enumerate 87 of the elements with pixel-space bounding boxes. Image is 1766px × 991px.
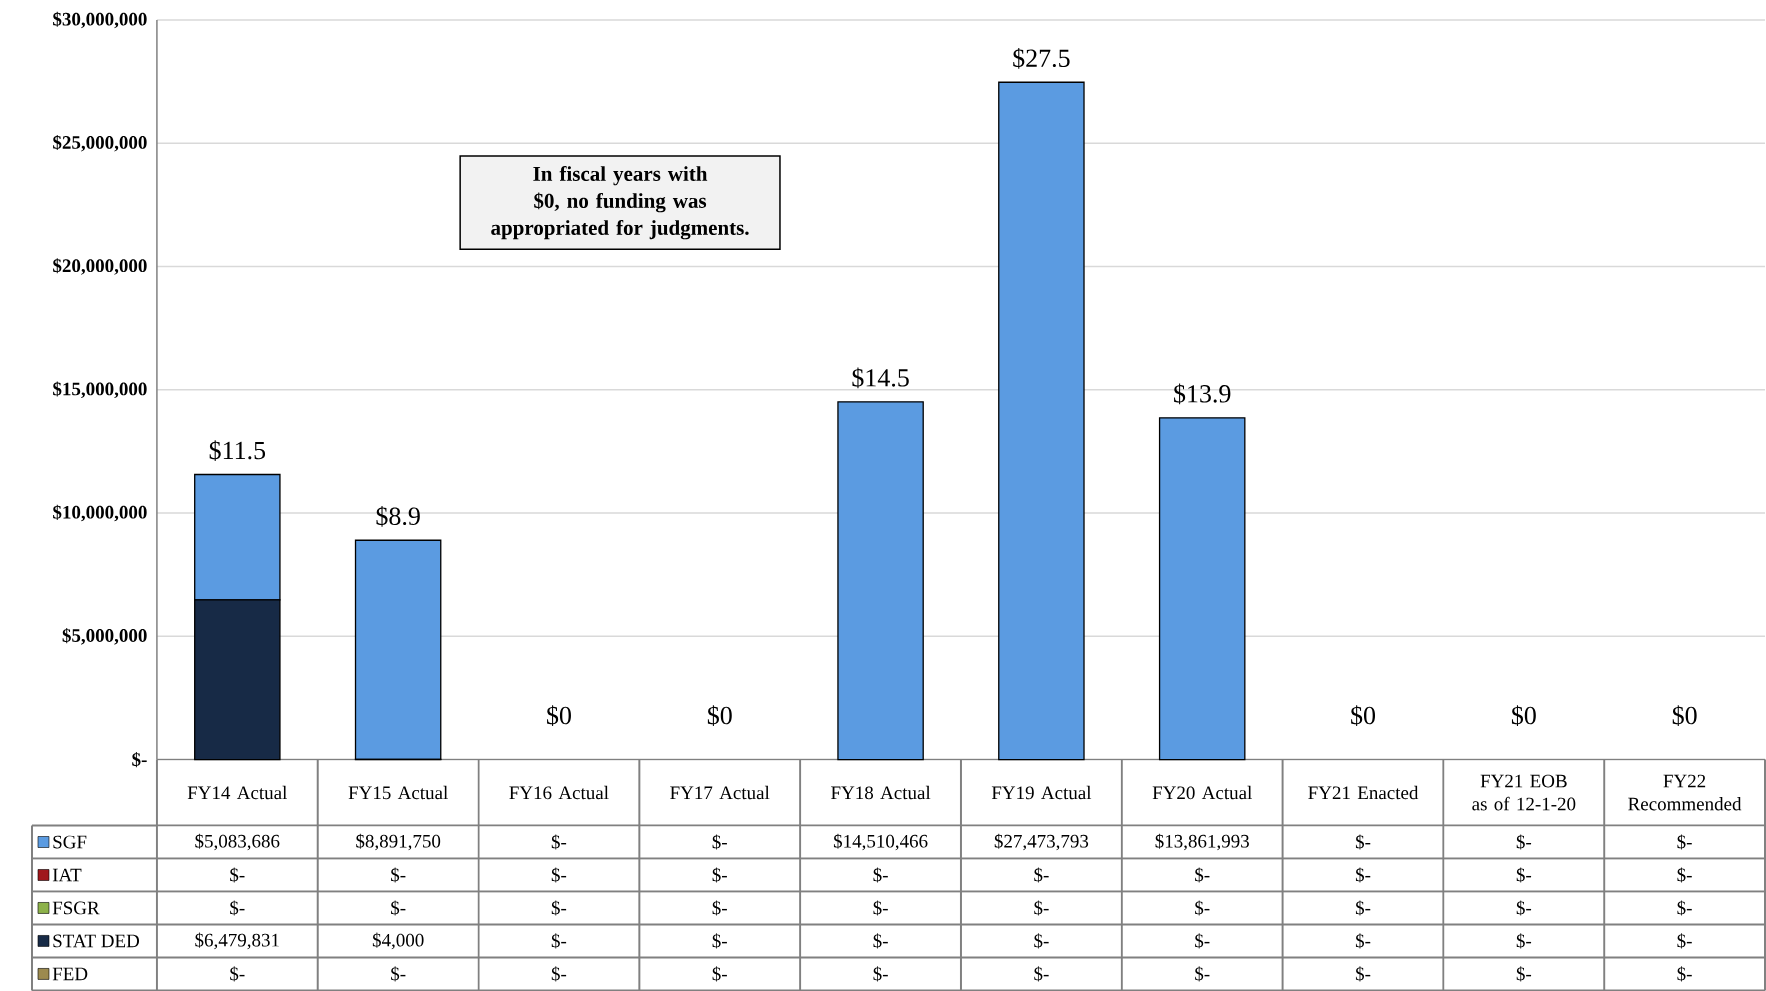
bar bbox=[1158, 416, 1246, 760]
data-label: $- bbox=[873, 867, 888, 883]
annotation: $0 bbox=[707, 705, 732, 726]
data-label: $- bbox=[230, 966, 245, 982]
data-label: $- bbox=[551, 966, 567, 982]
x-tick-label: FY16 Actual bbox=[509, 785, 609, 800]
x-tick-label: FY20 Actual bbox=[1152, 785, 1252, 800]
data-label: $- bbox=[1195, 933, 1210, 949]
annotation: $27.5 bbox=[1013, 47, 1070, 69]
data-label: $- bbox=[1034, 867, 1049, 883]
data-label: $- bbox=[1195, 966, 1210, 982]
data-label: $14,510,466 bbox=[833, 833, 928, 851]
data-label: $- bbox=[1355, 900, 1371, 916]
bar bbox=[998, 81, 1085, 760]
x-tick-label: FY18 Actual bbox=[831, 785, 931, 800]
data-label: $- bbox=[712, 867, 727, 883]
annotation: $8.9 bbox=[376, 505, 420, 527]
annotation: $0 bbox=[1672, 705, 1697, 726]
data-label: $- bbox=[1355, 834, 1371, 850]
data-label: $- bbox=[712, 900, 727, 916]
data-label: $- bbox=[1677, 867, 1692, 883]
legend-label: FSGR bbox=[52, 901, 100, 915]
data-label: $- bbox=[1677, 966, 1692, 982]
data-label: $- bbox=[712, 933, 727, 949]
data-label: $- bbox=[1677, 900, 1692, 916]
data-label: $- bbox=[712, 834, 727, 850]
data-label: $- bbox=[712, 966, 727, 982]
data-label: $- bbox=[1355, 867, 1371, 883]
data-label: $- bbox=[1195, 900, 1210, 916]
y-tick-label: $15,000,000 bbox=[53, 381, 147, 398]
data-label: $- bbox=[391, 867, 406, 883]
data-label: $- bbox=[1516, 900, 1532, 916]
y-tick-label: $20,000,000 bbox=[53, 257, 147, 275]
data-label: $4,000 bbox=[372, 932, 424, 950]
data-label: $- bbox=[1677, 933, 1692, 949]
annotation: $11.5 bbox=[209, 439, 266, 461]
data-label: $- bbox=[873, 933, 888, 949]
x-tick-label: FY19 Actual bbox=[991, 785, 1092, 800]
data-label: $- bbox=[1516, 933, 1532, 949]
data-label: $- bbox=[1195, 867, 1210, 883]
data-label: $- bbox=[391, 966, 406, 982]
data-label: $- bbox=[1516, 834, 1532, 850]
data-label: $13,861,993 bbox=[1155, 833, 1249, 851]
x-tick-label: FY17 Actual bbox=[670, 785, 770, 800]
annotation: $14.5 bbox=[852, 367, 909, 389]
annotation: $13.9 bbox=[1174, 383, 1231, 405]
legend-label: SGF bbox=[53, 835, 87, 849]
y-tick-label: $10,000,000 bbox=[53, 504, 147, 522]
data-label: $- bbox=[551, 933, 567, 949]
data-label: $- bbox=[873, 900, 888, 916]
data-label: $- bbox=[873, 966, 888, 982]
bar bbox=[354, 539, 442, 760]
data-label: $- bbox=[551, 900, 567, 916]
data-label: $- bbox=[551, 834, 567, 850]
data-label: $- bbox=[1516, 867, 1532, 883]
data-label: $- bbox=[230, 867, 245, 883]
annotation: $0 bbox=[1351, 705, 1376, 726]
legend-label: FED bbox=[52, 967, 88, 980]
data-label: $- bbox=[1355, 933, 1371, 949]
data-label: $- bbox=[551, 867, 567, 883]
annotation: In fiscal years with $0, no funding was appropriated for judgments. bbox=[491, 165, 749, 240]
legend-label: STAT DED bbox=[53, 934, 140, 948]
data-label: $5,083,686 bbox=[195, 833, 280, 851]
annotation: $0 bbox=[547, 705, 571, 726]
x-tick-label: FY14 Actual bbox=[187, 785, 287, 800]
data-label: $- bbox=[1516, 966, 1532, 982]
x-tick-label: FY21 Enacted bbox=[1308, 785, 1419, 800]
legend-label: IAT bbox=[52, 868, 82, 882]
y-tick-label: $25,000,000 bbox=[53, 134, 147, 152]
x-tick-label: FY22 Recommended bbox=[1628, 774, 1742, 811]
data-label: $- bbox=[1034, 900, 1049, 916]
x-tick-label: FY15 Actual bbox=[348, 785, 448, 800]
data-label: $- bbox=[1034, 933, 1049, 949]
data-label: $8,891,750 bbox=[356, 833, 441, 851]
data-label: $- bbox=[1034, 966, 1049, 982]
data-label: $- bbox=[230, 900, 245, 916]
annotation: $0 bbox=[1511, 705, 1536, 726]
data-label: $- bbox=[1355, 966, 1371, 982]
y-tick-label: $5,000,000 bbox=[62, 627, 147, 645]
y-tick-label: $- bbox=[132, 751, 147, 767]
data-label: $27,473,793 bbox=[994, 833, 1089, 851]
data-label: $- bbox=[1677, 834, 1692, 850]
x-tick-label: FY21 EOB as of 12-1-20 bbox=[1472, 774, 1576, 811]
data-label: $- bbox=[391, 900, 406, 916]
data-label: $6,479,831 bbox=[195, 932, 279, 950]
bar bbox=[837, 400, 924, 760]
y-tick-label: $30,000,000 bbox=[53, 11, 147, 29]
